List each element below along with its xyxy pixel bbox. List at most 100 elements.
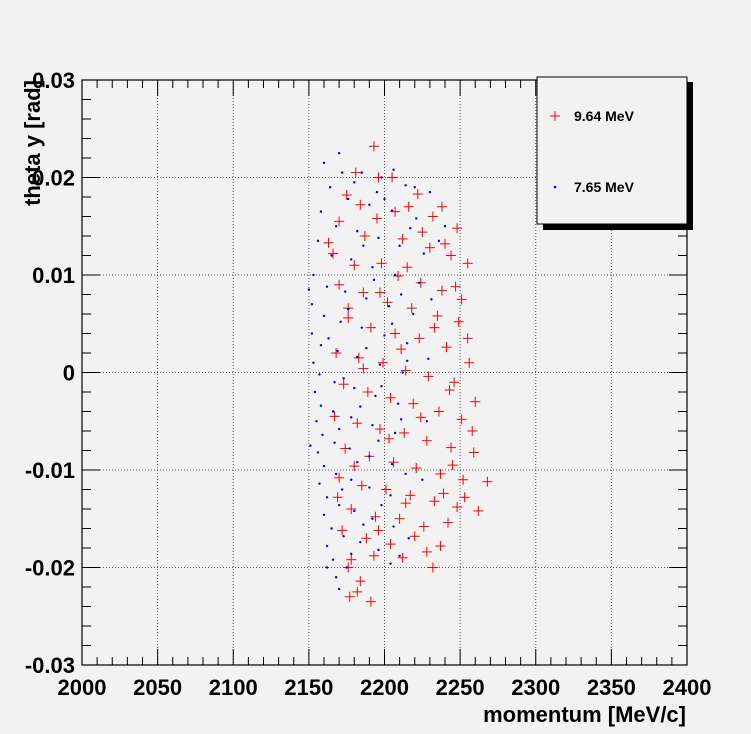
data-point-9.64-mev xyxy=(444,385,455,396)
data-point-7.65-mev xyxy=(325,544,329,548)
data-point-7.65-mev xyxy=(405,359,409,362)
data-point-7.65-mev xyxy=(362,523,365,526)
data-point-7.65-mev xyxy=(322,464,326,468)
data-point-7.65-mev xyxy=(350,416,353,419)
data-point-9.64-mev xyxy=(356,480,367,491)
x-tick-label: 2400 xyxy=(663,675,712,700)
data-point-7.65-mev xyxy=(365,297,368,300)
data-point-7.65-mev xyxy=(337,587,341,591)
data-point-7.65-mev xyxy=(333,381,336,384)
data-point-7.65-mev xyxy=(309,444,312,447)
data-point-9.64-mev xyxy=(323,237,334,248)
x-tick-label: 2050 xyxy=(133,675,182,700)
x-tick-label: 2150 xyxy=(284,675,333,700)
data-point-9.64-mev xyxy=(331,348,342,358)
data-point-7.65-mev xyxy=(312,273,315,277)
data-point-9.64-mev xyxy=(352,586,363,597)
data-point-7.65-mev xyxy=(371,517,374,520)
data-point-7.65-mev xyxy=(368,486,371,489)
data-point-7.65-mev xyxy=(350,552,353,556)
data-point-9.64-mev xyxy=(435,468,446,479)
x-tick-label: 2350 xyxy=(587,675,636,700)
data-point-9.64-mev xyxy=(429,322,440,333)
data-point-7.65-mev xyxy=(378,363,382,366)
data-point-7.65-mev xyxy=(422,252,426,255)
data-point-7.65-mev xyxy=(392,168,395,171)
data-point-7.65-mev xyxy=(347,307,350,311)
data-point-7.65-mev xyxy=(322,513,326,517)
data-point-9.64-mev xyxy=(368,141,379,152)
data-point-9.64-mev xyxy=(362,387,373,397)
data-point-9.64-mev xyxy=(334,216,345,227)
data-point-7.65-mev xyxy=(392,525,395,528)
data-point-7.65-mev xyxy=(430,298,433,301)
data-point-7.65-mev xyxy=(337,427,341,431)
data-point-7.65-mev xyxy=(307,288,311,291)
data-point-7.65-mev xyxy=(310,332,314,335)
data-point-7.65-mev xyxy=(362,244,365,247)
data-point-9.64-mev xyxy=(361,533,372,544)
data-point-9.64-mev xyxy=(376,258,387,269)
data-point-9.64-mev xyxy=(443,517,454,528)
data-point-7.65-mev xyxy=(319,210,323,213)
data-point-9.64-mev xyxy=(421,546,432,557)
data-point-7.65-mev xyxy=(315,420,318,423)
data-point-7.65-mev xyxy=(356,355,359,359)
data-point-9.64-mev xyxy=(441,342,452,353)
data-point-7.65-mev xyxy=(421,478,424,481)
data-point-7.65-mev xyxy=(398,244,401,247)
data-point-7.65-mev xyxy=(405,342,409,345)
data-point-9.64-mev xyxy=(397,233,408,244)
data-point-7.65-mev xyxy=(353,181,356,184)
y-tick-label: 0 xyxy=(63,361,75,386)
legend-label-9.64-mev: 9.64 MeV xyxy=(574,108,635,124)
data-point-7.65-mev xyxy=(312,361,315,364)
data-point-7.65-mev xyxy=(325,496,329,499)
data-point-9.64-mev xyxy=(400,498,411,509)
series-7.65-mev xyxy=(307,151,447,591)
x-tick-labels: 2000 2050 2100 2150 2200 2250 2300 2350 2400 xyxy=(58,675,712,700)
data-point-9.64-mev xyxy=(334,472,345,483)
data-point-9.64-mev xyxy=(456,294,467,305)
data-point-7.65-mev xyxy=(321,433,324,437)
data-point-9.64-mev xyxy=(438,488,449,499)
data-point-9.64-mev xyxy=(473,505,484,516)
data-point-7.65-mev xyxy=(393,273,397,277)
data-point-7.65-mev xyxy=(345,566,348,569)
data-point-7.65-mev xyxy=(380,384,383,388)
y-tick-label: 0.03 xyxy=(32,68,75,93)
data-point-9.64-mev xyxy=(334,279,345,290)
data-point-9.64-mev xyxy=(387,172,398,183)
data-point-7.65-mev xyxy=(389,494,392,497)
data-point-9.64-mev xyxy=(418,521,429,532)
data-point-9.64-mev xyxy=(452,502,463,513)
data-point-7.65-mev xyxy=(343,290,347,293)
data-point-7.65-mev xyxy=(331,558,335,561)
data-point-7.65-mev xyxy=(401,371,404,374)
data-point-9.64-mev xyxy=(450,281,461,292)
data-point-9.64-mev xyxy=(381,484,392,495)
data-point-7.65-mev xyxy=(368,203,371,206)
y-tick-label: 0.01 xyxy=(32,263,75,288)
data-point-9.64-mev xyxy=(350,167,361,178)
data-point-7.65-mev xyxy=(336,349,339,353)
data-point-7.65-mev xyxy=(340,488,344,491)
data-point-7.65-mev xyxy=(316,451,320,454)
data-point-9.64-mev xyxy=(368,550,379,561)
data-point-7.65-mev xyxy=(360,326,364,329)
data-point-7.65-mev xyxy=(342,377,345,380)
data-point-9.64-mev xyxy=(459,492,470,503)
data-point-9.64-mev xyxy=(452,223,463,234)
data-point-7.65-mev xyxy=(359,405,362,408)
data-point-9.64-mev xyxy=(436,285,447,296)
data-point-9.64-mev xyxy=(394,513,405,524)
data-point-9.64-mev xyxy=(382,297,393,308)
data-point-9.64-mev xyxy=(427,211,438,222)
data-point-9.64-mev xyxy=(436,201,447,212)
data-point-9.64-mev xyxy=(462,333,473,344)
legend-box xyxy=(536,76,688,225)
data-point-7.65-mev xyxy=(334,472,338,476)
y-tick-labels: -0.03 -0.02 -0.01 0 0.01 0.02 0.03 xyxy=(25,68,75,678)
data-point-9.64-mev xyxy=(453,316,464,327)
data-point-9.64-mev xyxy=(447,460,458,471)
